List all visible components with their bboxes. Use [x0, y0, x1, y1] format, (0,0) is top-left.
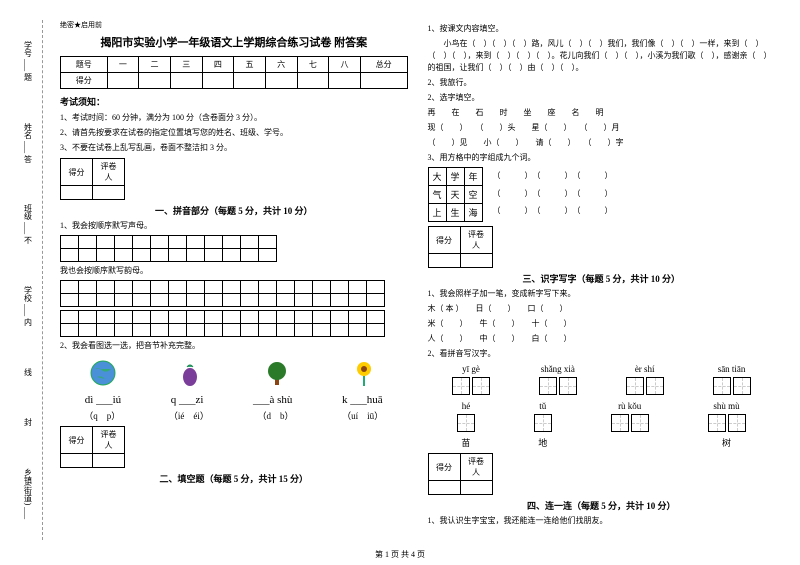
yunmu-grid-1 — [60, 280, 385, 307]
sunflower-icon — [349, 358, 379, 388]
sidebar-xuehao: 学号___题 — [23, 41, 34, 81]
eggplant-icon — [175, 358, 205, 388]
page-footer: 第 1 页 共 4 页 — [375, 549, 425, 560]
q3-1-line2: 米（ ） 牛（ ） 十（ ） — [428, 318, 776, 330]
grid-parens-2: （ ） （ ） （ ） — [493, 185, 613, 203]
sidebar-xian: 线 — [23, 368, 34, 376]
tree-icon — [262, 358, 292, 388]
right-column: 1、按课文内容填空。 小鸟在（ ）（ ）（ ）路，风儿（ ）（ ）我们，我们像（… — [418, 20, 786, 550]
part3-title: 三、识字写字（每题 5 分，共计 10 分） — [428, 272, 776, 285]
pinyin-write-row1: yī gè shǎng xià èr shí sān tiān — [428, 364, 776, 397]
sidebar-xiangzhen: 乡镇(街道)___ — [23, 468, 34, 519]
q2-4: 3、用方格中的字组成九个词。 — [428, 152, 776, 164]
q3-2: 2、看拼音写汉字。 — [428, 348, 776, 360]
left-column: 绝密★启用前 揭阳市实验小学一年级语文上学期综合练习试卷 附答案 题号一二三四五… — [50, 20, 418, 550]
notice-1: 1、考试时间：60 分钟，满分为 100 分（含卷面分 3 分）。 — [60, 112, 408, 124]
part1-title: 一、拼音部分（每题 5 分，共计 10 分） — [60, 204, 408, 217]
secret-header: 绝密★启用前 — [60, 20, 408, 30]
q1-2: 我也会按顺序默写韵母。 — [60, 265, 408, 277]
q1-1: 1、我会按顺序默写声母。 — [60, 220, 408, 232]
notice-title: 考试须知： — [60, 95, 408, 108]
q2-3-line2: （ ）见 小（ ） 请（ ） （ ）字 — [428, 137, 776, 149]
grid-parens-3: （ ） （ ） （ ） — [493, 202, 613, 220]
pinyin-row: dì ___iú q ___zi ___à shù k ___huā — [60, 394, 408, 406]
score-box-1: 得分评卷人 — [60, 158, 125, 200]
sidebar-feng: 封 — [23, 418, 34, 426]
paren-row: （q p） （ié éi） （d b） （uí iū） — [60, 409, 408, 422]
pinyin-write-row2: hé苗 tǔ地 rù kǒu shù mù树 — [428, 401, 776, 449]
shengmu-grid — [60, 235, 277, 262]
q3-1: 1、我会照样子加一笔，变成新字写下来。 — [428, 288, 776, 300]
exam-title: 揭阳市实验小学一年级语文上学期综合练习试卷 附答案 — [60, 34, 408, 50]
notice-3: 3、不要在试卷上乱写乱画，卷面不整洁扣 3 分。 — [60, 142, 408, 154]
part2-title: 二、填空题（每题 5 分，共计 15 分） — [60, 472, 408, 485]
dotted-divider — [42, 20, 43, 540]
grid-parens-1: （ ） （ ） （ ） — [493, 167, 613, 185]
sidebar-banji: 班级___不 — [23, 204, 34, 244]
earth-icon — [88, 358, 118, 388]
q3-1-line3: 人（ ） 中（ ） 白（ ） — [428, 333, 776, 345]
yunmu-grid-2 — [60, 310, 385, 337]
score-box-4: 得分评卷人 — [428, 453, 493, 495]
score-box-2: 得分评卷人 — [60, 426, 125, 468]
q2-3: 2、选字填空。 — [428, 92, 776, 104]
part4-title: 四、连一连（每题 5 分，共计 10 分） — [428, 499, 776, 512]
q2-3-chars: 再 在 石 时 坐 座 名 明 — [428, 107, 776, 119]
q1-3: 2、我会看图选一选，把音节补充完整。 — [60, 340, 408, 352]
q3-1-line1: 木（ 本 ） 日（ ） 口（ ） — [428, 303, 776, 315]
q4-1: 1、我认识生字宝宝，我还能连一连给他们找朋友。 — [428, 515, 776, 527]
q2-1: 1、按课文内容填空。 — [428, 23, 776, 35]
score-box-3: 得分评卷人 — [428, 226, 493, 268]
icon-row — [60, 358, 408, 388]
score-table: 题号一二三四五六七八总分 得分 — [60, 56, 408, 89]
notice-2: 2、请首先按要求在试卷的指定位置填写您的姓名、班级、学号。 — [60, 127, 408, 139]
q2-3-line1: 现（ ） （ ）头 星（ ） （ ）月 — [428, 122, 776, 134]
sidebar-xuexiao: 学校___内 — [23, 286, 34, 326]
sidebar-xingming: 姓名___答 — [23, 123, 34, 163]
q2-1-text: 小鸟在（ ）（ ）（ ）路，风儿（ ）（ ）我们，我们像（ ）（ ）一样，来到（… — [428, 38, 776, 74]
char-grid-3x3: 大学年 气天空 上生海 — [428, 167, 483, 222]
q2-2: 2、我旅行。 — [428, 77, 776, 89]
